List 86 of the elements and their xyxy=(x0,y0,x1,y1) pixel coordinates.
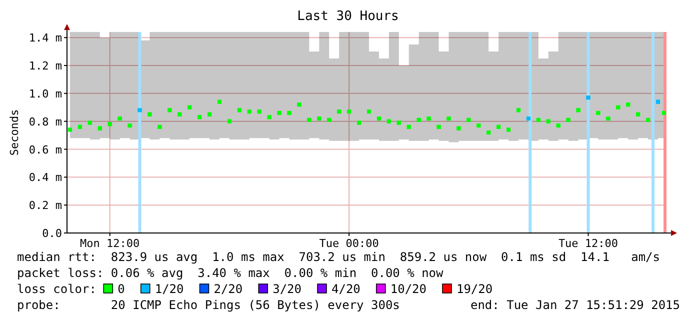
point xyxy=(217,100,222,104)
chart-title: Last 30 Hours xyxy=(297,9,399,24)
text: median rtt: 823.9 us avg 1.0 ms max 703.2 us min 859.2 us now 0.1 ms sd 14.1 am/s xyxy=(17,250,660,264)
point xyxy=(88,120,92,125)
point xyxy=(396,120,401,125)
legend-label: 0 xyxy=(118,282,125,296)
y-tick-label: 0.6 m xyxy=(28,143,62,156)
point xyxy=(237,108,242,112)
point xyxy=(227,119,232,124)
point xyxy=(148,112,152,116)
y-tick-label: 1.0 m xyxy=(28,87,62,100)
y-tick-label: 0.0 xyxy=(42,227,62,240)
y-tick-label: 1.2 m xyxy=(28,60,62,72)
point xyxy=(317,116,322,121)
point xyxy=(486,130,491,134)
point xyxy=(526,116,530,121)
x-tick-label: Tue 12:00 xyxy=(558,237,618,250)
point xyxy=(662,110,666,115)
legend-label: 4/20 xyxy=(332,282,360,296)
point xyxy=(108,122,112,126)
point xyxy=(406,124,411,129)
point xyxy=(327,118,332,122)
point xyxy=(646,118,650,122)
point xyxy=(556,124,560,128)
point xyxy=(366,110,371,114)
point xyxy=(456,126,461,130)
point xyxy=(138,108,142,112)
text: probe: 20 ICMP Echo Pings (56 Bytes) every 300s xyxy=(17,298,400,312)
point xyxy=(347,110,352,114)
point xyxy=(168,108,172,112)
point xyxy=(656,100,660,104)
point xyxy=(337,110,342,114)
point xyxy=(466,118,471,122)
text: end: Tue Jan 27 15:51:29 2015 xyxy=(470,298,680,312)
y-tick-label: 0.2 m xyxy=(28,199,62,212)
point xyxy=(636,112,640,116)
point xyxy=(277,110,282,115)
point xyxy=(596,110,600,115)
point xyxy=(307,118,312,122)
point xyxy=(376,116,381,121)
point xyxy=(267,115,272,120)
point xyxy=(386,119,391,124)
point xyxy=(98,126,102,130)
point xyxy=(287,110,292,115)
point xyxy=(496,124,501,129)
point xyxy=(78,124,82,129)
legend-label: 10/20 xyxy=(390,282,427,296)
point xyxy=(247,110,252,114)
point xyxy=(436,124,441,129)
y-tick-label: 0.8 m xyxy=(28,115,62,128)
y-axis-title: Seconds xyxy=(8,109,21,156)
point xyxy=(616,105,620,110)
point xyxy=(158,124,162,129)
legend-label: 2/20 xyxy=(214,282,243,296)
point xyxy=(297,102,302,107)
point xyxy=(506,128,511,132)
point xyxy=(118,116,122,121)
point xyxy=(198,115,202,120)
point xyxy=(586,96,590,100)
point xyxy=(536,118,540,122)
point xyxy=(546,119,550,124)
legend-title: loss color: xyxy=(17,282,96,296)
point xyxy=(476,124,481,128)
point xyxy=(446,116,451,121)
point xyxy=(516,108,520,112)
point xyxy=(178,112,182,116)
point xyxy=(426,116,431,121)
x-tick-label: Mon 12:00 xyxy=(80,237,140,250)
x-tick-label: Tue 00:00 xyxy=(319,237,379,250)
legend-label: 1/20 xyxy=(154,282,184,296)
point xyxy=(606,116,610,121)
point xyxy=(257,110,262,114)
point xyxy=(576,108,580,112)
point xyxy=(208,112,212,116)
point xyxy=(188,105,192,110)
point xyxy=(566,118,570,122)
legend-label: 19/20 xyxy=(456,282,493,296)
point xyxy=(416,118,421,122)
y-tick-label: 1.4 m xyxy=(28,32,62,45)
point xyxy=(68,128,72,132)
point xyxy=(357,120,362,125)
legend-label: 3/20 xyxy=(272,282,302,296)
text: packet loss: 0.06 % avg 3.40 % max 0.00 % min 0.00 % now xyxy=(17,266,444,280)
point xyxy=(128,124,132,128)
y-tick-label: 0.4 m xyxy=(28,171,62,184)
point xyxy=(626,102,630,107)
